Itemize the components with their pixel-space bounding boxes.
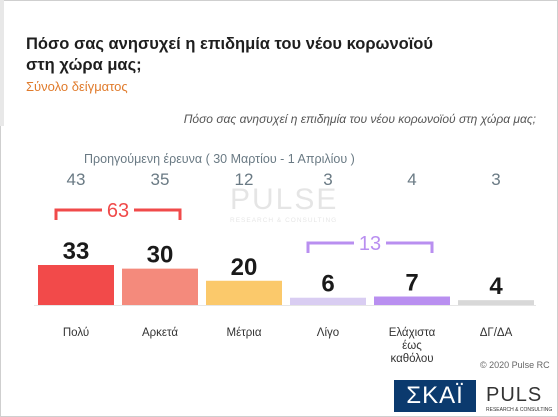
previous-value-label: 43 — [67, 170, 86, 189]
group-total-label: 63 — [107, 200, 129, 222]
bar — [206, 280, 282, 305]
skai-logo: ΣΚΑΪ — [394, 380, 476, 412]
bar-value-label: 7 — [405, 270, 418, 297]
chart-subtitle: Σύνολο δείγματος — [26, 79, 128, 94]
previous-survey-label: Προηγούμενη έρευνα ( 30 Μαρτίου - 1 Απρι… — [84, 152, 355, 166]
previous-value-label: 3 — [323, 170, 332, 189]
bar-value-label: 4 — [489, 273, 503, 300]
pulse-watermark: PULSE RESEARCH & CONSULTING — [230, 183, 338, 224]
previous-value-label: 35 — [151, 170, 170, 189]
bar-value-label: 33 — [63, 238, 90, 265]
bar — [458, 300, 534, 305]
category-label: ΔΓ/ΔΑ — [480, 327, 513, 339]
previous-value-label: 12 — [235, 170, 254, 189]
survey-question: Πόσο σας ανησυχεί η επιδημία του νέου κο… — [183, 112, 536, 126]
accent-bar — [0, 0, 4, 126]
group-total-label: 13 — [359, 233, 381, 255]
bar-value-label: 6 — [321, 271, 334, 298]
watermark-sub: RESEARCH & CONSULTING — [230, 217, 338, 224]
category-label: Λίγο — [317, 327, 339, 339]
group-bracket — [306, 241, 434, 253]
bar-value-label: 20 — [231, 254, 258, 281]
chart-title: Πόσο σας ανησυχεί η επιδημία του νέου κο… — [26, 35, 433, 74]
previous-value-label: 4 — [407, 170, 416, 189]
category-label: καθόλου — [390, 353, 433, 365]
category-label: Μέτρια — [227, 327, 262, 339]
bar — [290, 297, 366, 305]
previous-value-label: 3 — [491, 170, 500, 189]
category-label: έως — [402, 340, 422, 352]
copyright-text: © 2020 Pulse RC — [480, 360, 550, 370]
category-label: Ελάχιστα — [389, 327, 436, 339]
category-label: Αρκετά — [142, 327, 178, 339]
bar — [374, 296, 450, 305]
pulse-logo: PULS RESEARCH & CONSULTING — [486, 384, 552, 413]
pulse-logo-sub: RESEARCH & CONSULTING — [486, 407, 553, 413]
group-bracket — [54, 208, 182, 220]
watermark-name: PULSE — [230, 183, 339, 216]
pulse-logo-name: PULS — [486, 384, 543, 406]
skai-logo-text: ΣΚΑΪ — [406, 382, 464, 409]
bar — [122, 268, 198, 305]
bar — [38, 265, 114, 305]
category-label: Πολύ — [63, 327, 89, 339]
bar-value-label: 30 — [147, 242, 174, 269]
